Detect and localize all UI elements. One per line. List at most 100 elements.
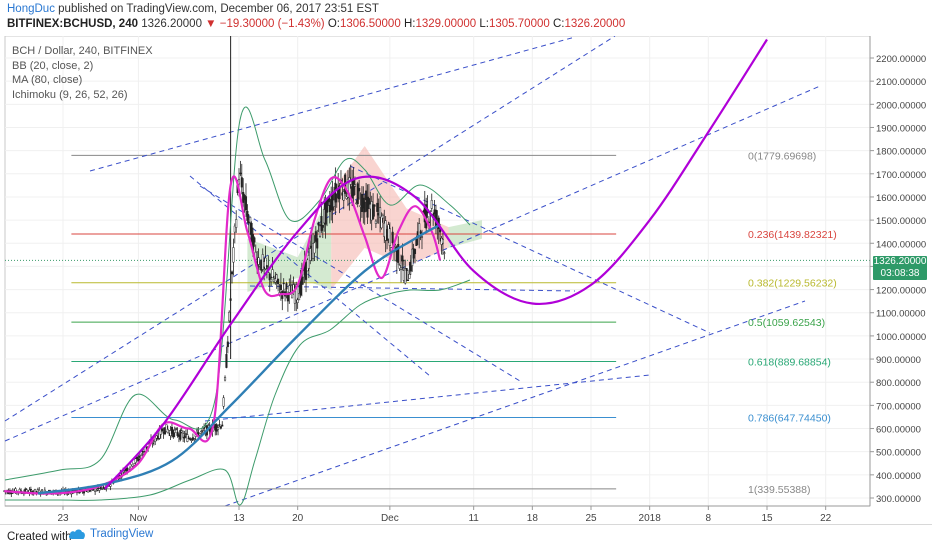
candle-up: [40, 489, 44, 492]
price-tick-label: 1200.00000: [876, 286, 926, 297]
fib-level-label: 1(339.55388): [748, 484, 810, 496]
candle-up: [309, 248, 312, 261]
candle-down: [317, 222, 320, 226]
legend-bb[interactable]: BB (20, close, 2): [12, 59, 94, 72]
legend-ichimoku[interactable]: Ichimoku (9, 26, 52, 26): [12, 88, 128, 101]
price-tick-label: 700.00000: [876, 401, 921, 412]
candle-down: [240, 177, 243, 188]
candle-down: [406, 279, 410, 281]
price-tick-label: 500.00000: [876, 448, 921, 459]
author-link[interactable]: HongDuc: [7, 3, 55, 15]
candle-down: [246, 210, 249, 221]
candle-down: [176, 431, 179, 436]
candle-up: [313, 242, 316, 254]
legend-ma[interactable]: MA (80, close): [12, 74, 83, 86]
candle-down: [161, 428, 164, 432]
last-price: 1326.20000: [141, 18, 202, 30]
candle-down: [320, 216, 323, 231]
candle-up: [133, 463, 136, 466]
bar-countdown: 03:08:38: [880, 268, 920, 279]
candle-down: [419, 231, 422, 234]
candle-up: [235, 219, 238, 228]
candle-down: [413, 249, 417, 255]
bollinger-lower-band: [4, 279, 471, 506]
candle-down: [277, 278, 280, 284]
candle-down: [365, 190, 368, 201]
price-chart[interactable]: 0(1779.69698) 0.236(1439.82321) 0.382(1229…: [0, 36, 932, 524]
candle-down: [29, 488, 32, 491]
candle-up: [173, 429, 176, 433]
candle-up: [257, 257, 260, 265]
candle-up: [200, 430, 203, 433]
candle-up: [298, 293, 301, 301]
candle-down: [439, 229, 442, 233]
candle-down: [179, 430, 182, 440]
close-value: 1326.20000: [564, 18, 626, 30]
candle-up: [394, 245, 397, 247]
candle-up: [196, 429, 199, 432]
candle-up: [379, 207, 382, 218]
candle-up: [98, 488, 101, 491]
price-tick-label: 1600.00000: [876, 193, 926, 204]
candle-down: [221, 424, 224, 427]
legend-title[interactable]: BCH / Dollar, 240, BITFINEX: [12, 45, 153, 57]
candle-up: [380, 216, 383, 229]
candle-down: [338, 185, 341, 200]
candle-down: [358, 187, 361, 192]
candle-down: [373, 204, 376, 207]
candle-up: [381, 214, 384, 219]
down-arrow-icon: ▼: [205, 18, 217, 30]
time-tick-label: 8: [706, 513, 712, 524]
time-axis[interactable]: 23 Nov 13 20 Dec 11 18 25 2018 8 15 22: [5, 505, 870, 524]
candle-up: [233, 225, 236, 233]
candle-down: [172, 429, 175, 438]
trend-line: [224, 300, 806, 507]
fib-level-label: 0.382(1229.56232): [748, 278, 837, 290]
candle-down: [184, 433, 187, 435]
candle-up: [216, 427, 220, 430]
bollinger-upper-band: [4, 106, 471, 481]
time-tick-label: 18: [527, 513, 539, 524]
candle-down: [82, 491, 86, 494]
candle-down: [218, 424, 221, 426]
price-tick-label: 2200.00000: [876, 54, 926, 65]
tradingview-brand[interactable]: TradingView: [90, 528, 154, 540]
candle-up: [190, 439, 193, 441]
price-tick-label: 1000.00000: [876, 332, 926, 343]
current-price-tag: 1326.20000 03:08:38: [873, 256, 927, 280]
candle-up: [101, 488, 104, 490]
time-tick-label: 22: [820, 513, 832, 524]
candle-up: [408, 274, 411, 279]
symbol-name[interactable]: BITFINEX:BCHUSD, 240: [7, 18, 138, 30]
time-tick-label: 15: [761, 513, 773, 524]
candle-up: [223, 376, 227, 381]
fib-level-label: 0.5(1059.62543): [748, 317, 825, 329]
candle-down: [189, 438, 192, 440]
candle-up: [420, 236, 424, 238]
candle-up: [95, 490, 98, 492]
time-tick-label: Nov: [130, 513, 148, 524]
candle-up: [345, 196, 348, 199]
candle-up: [249, 217, 252, 223]
price-tick-label: 400.00000: [876, 471, 921, 482]
candle-up: [232, 247, 235, 263]
price-tick-label: 600.00000: [876, 425, 921, 436]
tradingview-logo[interactable]: TradingView: [68, 528, 153, 540]
candle-up: [237, 179, 241, 185]
created-with-label: Created with: [7, 531, 72, 543]
candle-up: [193, 438, 196, 440]
price-tick-label: 300.00000: [876, 494, 921, 505]
candle-down: [324, 202, 327, 225]
candle-down: [397, 244, 400, 263]
fib-level-label: 0.786(647.74450): [748, 412, 831, 424]
candle-down: [314, 231, 317, 242]
open-value: 1306.50000: [339, 18, 401, 30]
time-tick-label: 11: [468, 513, 479, 524]
candle-down: [366, 196, 369, 218]
candle-up: [228, 311, 231, 322]
candle-up: [264, 257, 267, 270]
plot-area[interactable]: 0(1779.69698) 0.236(1439.82321) 0.382(1229…: [3, 36, 871, 507]
fib-level-label: 0.236(1439.82321): [748, 229, 837, 241]
time-tick-label: 13: [233, 513, 245, 524]
candle-up: [288, 285, 291, 293]
